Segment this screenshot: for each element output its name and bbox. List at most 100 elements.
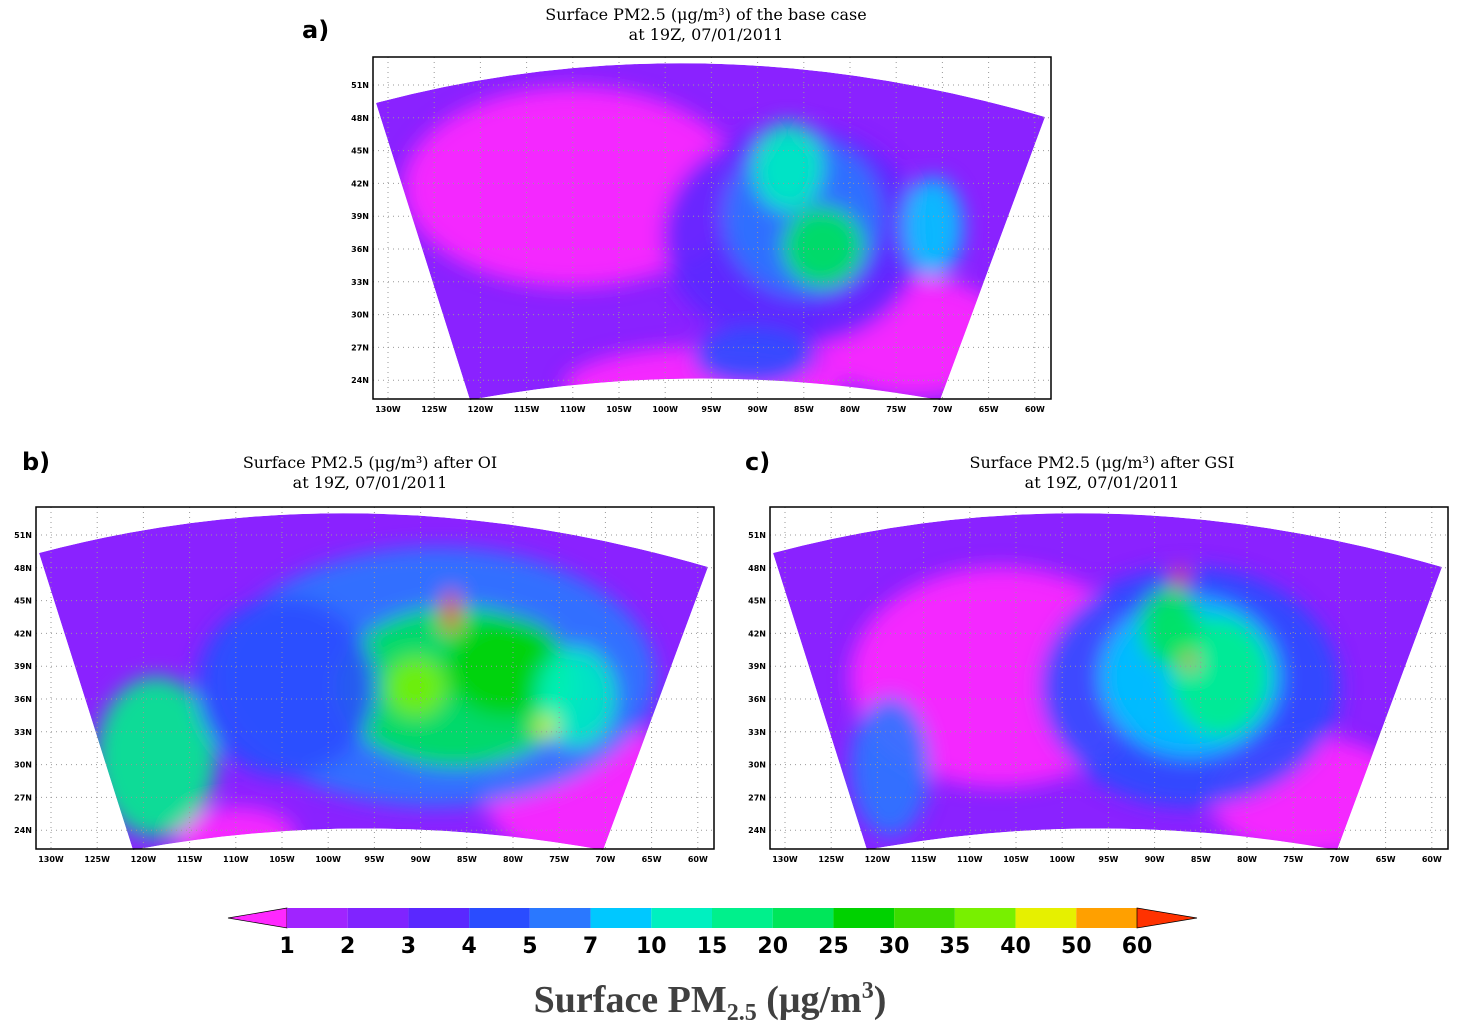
lat-tick-label: 42N (14, 629, 32, 638)
lon-tick-label: 65W (979, 405, 999, 414)
lat-tick-label: 51N (748, 531, 766, 540)
colorbar-box (833, 908, 895, 928)
panel-title: Surface PM2.5 (μg/m³) after OI (243, 453, 497, 472)
lat-tick-label: 24N (351, 376, 369, 385)
lat-tick-label: 36N (351, 245, 369, 254)
lon-tick-label: 65W (642, 855, 662, 864)
lon-tick-label: 80W (1237, 855, 1257, 864)
colorbar-label: 15 (697, 934, 728, 959)
lon-tick-label: 110W (560, 405, 586, 414)
lon-tick-label: 75W (886, 405, 906, 414)
lat-tick-label: 45N (351, 147, 369, 156)
field-blobs (403, 87, 1013, 400)
lon-tick-label: 115W (514, 405, 540, 414)
lon-tick-label: 120W (468, 405, 494, 414)
field-blob (536, 715, 556, 739)
field-blob (783, 207, 863, 287)
lat-tick-label: 39N (351, 212, 369, 221)
colorbar-box (712, 908, 773, 928)
lon-tick-label: 70W (932, 405, 952, 414)
lon-tick-label: 105W (606, 405, 632, 414)
colorbar-label: 50 (1061, 934, 1092, 959)
field-blob (386, 657, 446, 717)
lat-tick-label: 51N (351, 81, 369, 90)
colorbar-label: 25 (818, 934, 849, 959)
lon-tick-label: 130W (38, 855, 64, 864)
map-frame (769, 506, 1449, 850)
colorbar-title-part: 3 (862, 978, 874, 1004)
lon-tick-label: 105W (1003, 855, 1029, 864)
lat-tick-label: 24N (748, 826, 766, 835)
lat-tick-label: 45N (748, 597, 766, 606)
lon-tick-label: 120W (131, 855, 157, 864)
colorbar-box (1015, 908, 1077, 928)
lon-tick-label: 100W (315, 855, 341, 864)
field-blob (536, 647, 616, 747)
lon-tick-label: 80W (840, 405, 860, 414)
lat-tick-label: 30N (351, 311, 369, 320)
colorbar-box (772, 908, 834, 928)
field-blob (443, 590, 459, 634)
lon-tick-label: 80W (503, 855, 523, 864)
lon-tick-label: 70W (1329, 855, 1349, 864)
map-panel: 51N 48N 45N 42N 39N 36N 33N 30N 27N 24N 130W 125W 12… (748, 506, 1449, 864)
lon-tick-label: 75W (549, 855, 569, 864)
lon-tick-label: 85W (1191, 855, 1211, 864)
panel-title: Surface PM2.5 (μg/m³) of the base case (545, 5, 866, 24)
lon-tick-label: 75W (1283, 855, 1303, 864)
map-panel: 51N 48N 45N 42N 39N 36N 33N 30N 27N 24N 130W 125W 12… (14, 506, 715, 864)
map-panel: 51N 48N 45N 42N 39N 36N 33N 30N 27N 24N 130W 125W 12… (351, 56, 1052, 414)
map-frame (372, 56, 1052, 400)
lat-tick-label: 30N (748, 761, 766, 770)
lat-tick-label: 33N (351, 278, 369, 287)
colorbar-label: 4 (461, 934, 476, 959)
lat-tick-label: 39N (14, 662, 32, 671)
lat-tick-label: 42N (351, 179, 369, 188)
lon-tick-label: 110W (957, 855, 983, 864)
lat-tick-label: 48N (14, 564, 32, 573)
colorbar-box (1076, 908, 1137, 928)
lat-tick-label: 48N (748, 564, 766, 573)
colorbar-label: 3 (401, 934, 416, 959)
lat-tick-label: 27N (351, 343, 369, 352)
colorbar-label: 40 (1000, 934, 1031, 959)
colorbar-title-part: Surface PM (534, 979, 727, 1021)
lon-tick-label: 115W (177, 855, 203, 864)
lon-tick-label: 95W (364, 855, 384, 864)
lon-tick-label: 100W (652, 405, 678, 414)
colorbar-label: 7 (583, 934, 598, 959)
colorbar-label: 20 (757, 934, 788, 959)
lon-tick-label: 85W (794, 405, 814, 414)
colorbar-over (1136, 907, 1198, 929)
panel-title: at 19Z, 07/01/2011 (1025, 473, 1180, 492)
colorbar-box (651, 908, 712, 928)
field-blob (753, 122, 823, 212)
colorbar-box (894, 908, 955, 928)
colorbar-box (287, 908, 348, 928)
colorbar-title-part: 2.5 (727, 1000, 757, 1025)
lat-tick-label: 39N (748, 662, 766, 671)
lat-tick-label: 51N (14, 531, 32, 540)
colorbar-box (408, 908, 470, 928)
colorbar-label: 10 (636, 934, 667, 959)
lat-tick-label: 27N (14, 793, 32, 802)
panel-title: Surface PM2.5 (μg/m³) after GSI (970, 453, 1235, 472)
colorbar-title-part: (μg/m (757, 979, 862, 1021)
lat-tick-label: 45N (14, 597, 32, 606)
colorbar-label: 5 (522, 934, 537, 959)
colorbar-box (954, 908, 1016, 928)
lon-tick-label: 125W (818, 855, 844, 864)
lon-tick-label: 95W (1098, 855, 1118, 864)
lat-tick-label: 36N (748, 695, 766, 704)
lon-tick-label: 95W (701, 405, 721, 414)
lon-tick-label: 70W (595, 855, 615, 864)
field-blob (1172, 567, 1188, 587)
pm-field (773, 513, 1442, 850)
lat-tick-label: 48N (351, 114, 369, 123)
field-blob (196, 597, 376, 777)
lon-tick-label: 60W (1025, 405, 1045, 414)
lon-tick-label: 85W (457, 855, 477, 864)
panel-label: b) (22, 448, 50, 476)
colorbar-label: 60 (1122, 934, 1153, 959)
